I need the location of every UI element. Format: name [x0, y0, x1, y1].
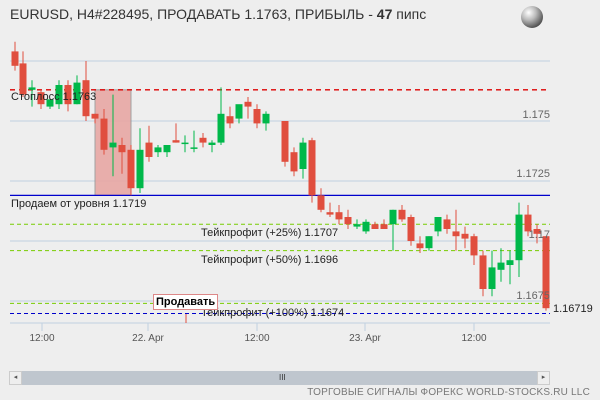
x-tick-5: 12:00: [461, 333, 487, 344]
y-tick-1-1725: 1.1725: [516, 168, 550, 180]
take-profit-100-label: Тейкпрофит (+100%) 1.1674: [201, 307, 345, 319]
x-tick-1: 12:00: [29, 333, 55, 344]
y-tick-1-175: 1.175: [522, 109, 550, 121]
x-tick-4: 23. Apr: [349, 333, 381, 344]
horizontal-scrollbar[interactable]: ◂ III ▸: [9, 371, 550, 385]
x-tick-2: 22. Apr: [132, 333, 164, 344]
y-tick-1-17: 1.17: [528, 229, 550, 241]
sell-flag[interactable]: Продавать: [153, 294, 219, 310]
take-profit-25-label: Тейкпрофит (+25%) 1.1707: [201, 227, 339, 239]
sell-level-label: Продаем от уровня 1.1719: [11, 198, 147, 210]
profit-value: 47: [376, 6, 393, 22]
stop-loss-label: Стоплосс 1.1763: [11, 91, 97, 103]
footer-credit: ТОРГОВЫЕ СИГНАЛЫ ФОРЕКС WORLD-STOCKS.RU …: [307, 387, 590, 398]
scroll-left-button[interactable]: ◂: [9, 371, 22, 385]
profit-unit: пипс: [392, 6, 427, 22]
x-tick-3: 12:00: [244, 333, 270, 344]
scroll-thumb-grip[interactable]: III: [279, 373, 286, 382]
scroll-right-button[interactable]: ▸: [537, 371, 550, 385]
chart-title: EURUSD, H4#228495, ПРОДАВАТЬ 1.1763, ПРИ…: [10, 6, 426, 22]
title-text: EURUSD, H4#228495, ПРОДАВАТЬ 1.1763, ПРИ…: [10, 6, 377, 22]
y-tick-1-1675: 1.1675: [516, 290, 550, 302]
current-price-label: 1.16719: [553, 303, 593, 315]
take-profit-50-label: Тейкпрофит (+50%) 1.1696: [201, 254, 339, 266]
globe-icon[interactable]: [521, 6, 543, 28]
